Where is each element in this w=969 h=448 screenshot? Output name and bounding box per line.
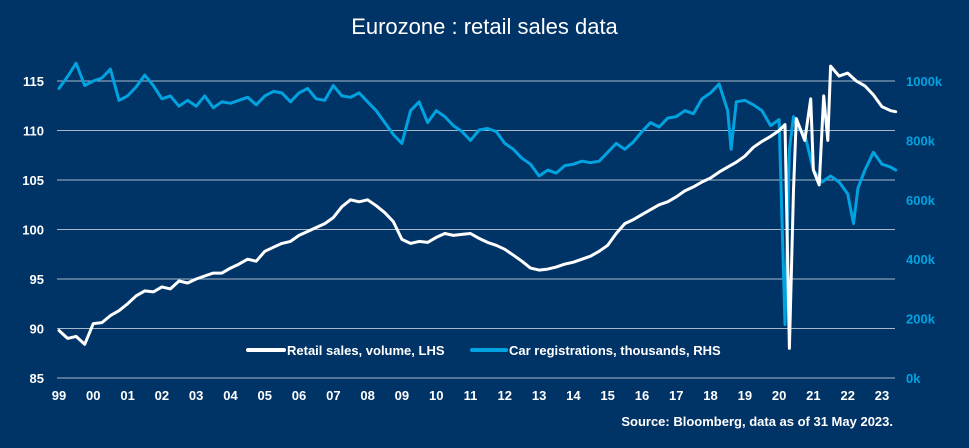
x-tick-label: 19: [738, 388, 752, 403]
series-line-car-registrations: [57, 61, 898, 326]
x-tick-label: 00: [86, 388, 100, 403]
legend: Retail sales, volume, LHS Car registrati…: [246, 343, 721, 358]
y-left-tick-label: 115: [23, 74, 44, 89]
x-axis: 99 00 01 02 03 04 05 06 07 08 09 10 11 12 13 14 15 16 17 18…: [52, 388, 889, 403]
y-right-tick-label: 1000k: [906, 74, 943, 89]
series-lines: [57, 61, 898, 350]
y-right-tick-label: 200k: [906, 312, 936, 327]
y-left-tick-label: 85: [30, 371, 44, 386]
x-tick-label: 13: [532, 388, 546, 403]
x-tick-label: 04: [223, 388, 238, 403]
y-left-tick-label: 90: [30, 322, 44, 337]
x-tick-label: 22: [840, 388, 854, 403]
y-axis-left: 85 90 95 100 105 110 115: [22, 74, 44, 386]
x-tick-label: 18: [703, 388, 717, 403]
y-left-tick-label: 95: [30, 272, 44, 287]
x-tick-label: 01: [120, 388, 134, 403]
y-left-tick-label: 100: [22, 223, 44, 238]
x-tick-label: 09: [395, 388, 409, 403]
y-right-tick-label: 400k: [906, 252, 936, 267]
y-left-tick-label: 105: [22, 173, 44, 188]
x-tick-label: 05: [258, 388, 272, 403]
legend-label-retail-sales: Retail sales, volume, LHS: [287, 343, 445, 358]
y-left-tick-label: 110: [23, 124, 44, 139]
series-line-retail-sales: [57, 64, 898, 350]
source-note: Source: Bloomberg, data as of 31 May 202…: [621, 414, 893, 429]
x-tick-label: 99: [52, 388, 66, 403]
x-tick-label: 16: [635, 388, 649, 403]
legend-label-car-registrations: Car registrations, thousands, RHS: [509, 343, 721, 358]
x-tick-label: 07: [326, 388, 340, 403]
x-tick-label: 17: [669, 388, 683, 403]
x-tick-label: 23: [875, 388, 889, 403]
y-right-tick-label: 800k: [906, 133, 936, 148]
x-tick-label: 10: [429, 388, 443, 403]
y-axis-right: 0k 200k 400k 600k 800k 1000k: [906, 74, 943, 386]
x-tick-label: 20: [772, 388, 786, 403]
y-right-tick-label: 600k: [906, 193, 936, 208]
y-right-tick-label: 0k: [906, 371, 921, 386]
x-tick-label: 02: [155, 388, 169, 403]
x-tick-label: 03: [189, 388, 203, 403]
x-tick-label: 15: [600, 388, 614, 403]
x-tick-label: 06: [292, 388, 306, 403]
x-tick-label: 12: [498, 388, 512, 403]
x-tick-label: 14: [566, 388, 581, 403]
chart-title: Eurozone : retail sales data: [351, 14, 618, 39]
x-tick-label: 11: [464, 388, 478, 403]
x-tick-label: 21: [806, 388, 820, 403]
x-tick-label: 08: [360, 388, 374, 403]
